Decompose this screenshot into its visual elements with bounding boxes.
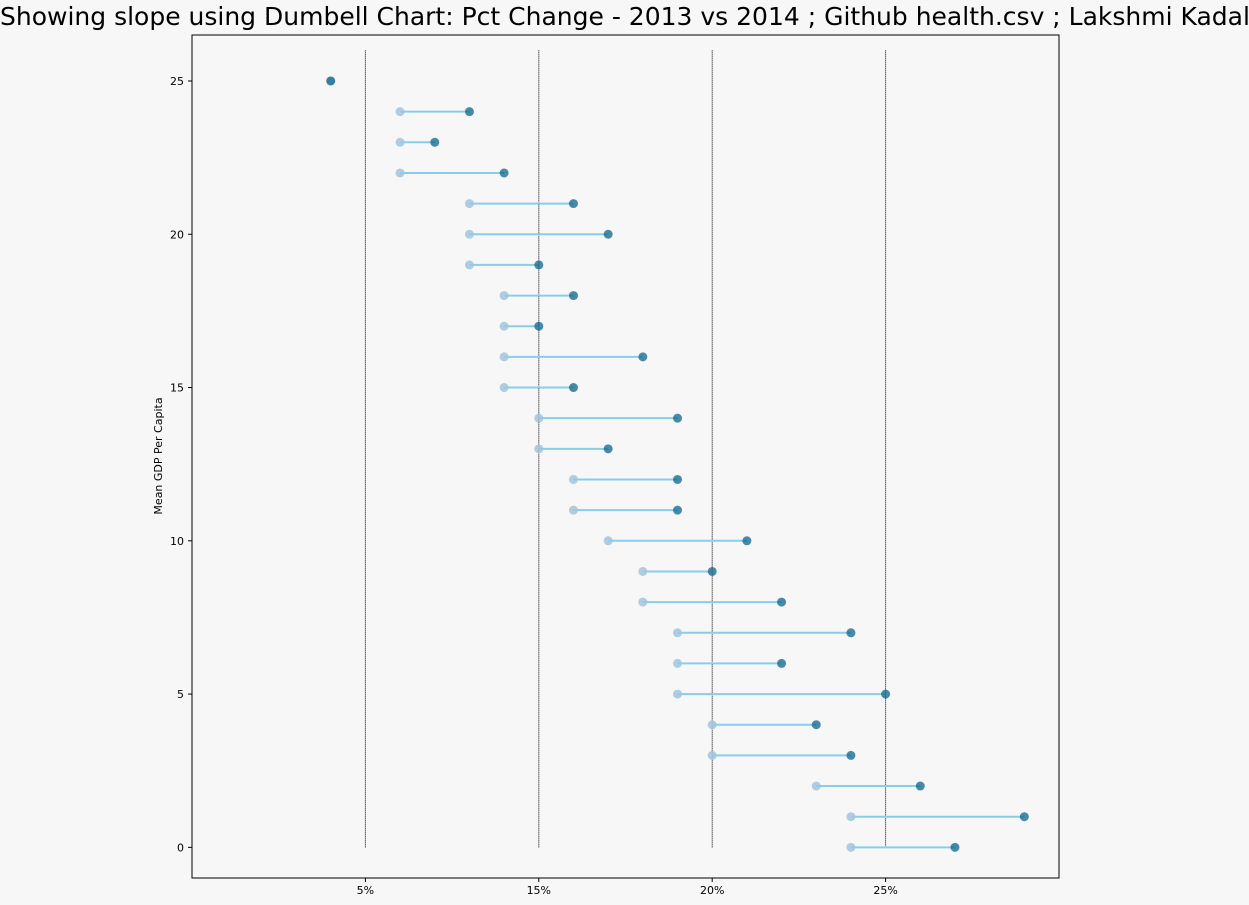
x-axis: 5% 15% 20% 25% (357, 878, 898, 897)
x-tick-label-1: 15% (527, 884, 551, 897)
point-2014-23 (430, 137, 440, 147)
point-2013-12 (568, 474, 578, 484)
point-2014-6 (777, 658, 787, 668)
point-2014-1 (1019, 812, 1029, 822)
point-2014-2 (915, 781, 925, 791)
y-tick-label-2: 10 (170, 535, 184, 548)
point-2013-22 (395, 168, 405, 178)
point-2013-19 (464, 260, 474, 270)
point-2013-16 (499, 352, 509, 362)
point-2014-10 (742, 536, 752, 546)
dumbbell-points (326, 76, 1029, 852)
point-2014-15 (568, 383, 578, 393)
point-2013-0 (846, 842, 856, 852)
point-2014-12 (673, 474, 683, 484)
point-2013-18 (499, 291, 509, 301)
point-2013-24 (395, 107, 405, 117)
point-2013-6 (673, 658, 683, 668)
point-2013-10 (603, 536, 613, 546)
plot-area (191, 34, 1060, 879)
point-2013-13 (534, 444, 544, 454)
point-2013-11 (568, 505, 578, 515)
y-tick-label-3: 15 (170, 382, 184, 395)
point-2013-14 (534, 413, 544, 423)
point-2014-4 (811, 720, 821, 730)
point-2014-11 (673, 505, 683, 515)
point-2014-14 (673, 413, 683, 423)
point-2013-23 (395, 137, 405, 147)
point-2013-9 (638, 566, 648, 576)
y-tick-label-4: 20 (170, 228, 184, 241)
y-tick-label-5: 25 (170, 75, 184, 88)
dumbbell-segments (400, 110, 1025, 849)
point-2014-16 (638, 352, 648, 362)
point-2013-1 (846, 812, 856, 822)
point-2014-9 (707, 566, 717, 576)
point-2014-7 (846, 628, 856, 638)
y-tick-label-1: 5 (177, 688, 184, 701)
point-2014-18 (568, 291, 578, 301)
point-2013-21 (464, 199, 474, 209)
point-2014-5 (881, 689, 891, 699)
point-2013-5 (673, 689, 683, 699)
chart-title: Showing slope using Dumbell Chart: Pct C… (0, 2, 1249, 31)
point-2014-13 (603, 444, 613, 454)
x-tick-label-2: 20% (700, 884, 724, 897)
point-2013-2 (811, 781, 821, 791)
point-2013-4 (707, 720, 717, 730)
y-axis-label: Mean GDP Per Capita (152, 397, 165, 514)
point-2014-17 (534, 321, 544, 331)
point-2013-7 (673, 628, 683, 638)
point-2014-3 (846, 750, 856, 760)
point-2014-0 (950, 842, 960, 852)
point-2014-8 (777, 597, 787, 607)
point-2014-22 (499, 168, 509, 178)
point-2014-25 (326, 76, 336, 86)
point-2014-24 (464, 107, 474, 117)
point-2014-21 (568, 199, 578, 209)
point-2013-17 (499, 321, 509, 331)
point-2014-19 (534, 260, 544, 270)
y-tick-label-0: 0 (177, 841, 184, 854)
point-2013-20 (464, 229, 474, 239)
x-tick-label-0: 5% (357, 884, 374, 897)
x-tick-label-3: 25% (873, 884, 897, 897)
point-2014-20 (603, 229, 613, 239)
y-axis: 0 5 10 15 20 25 (170, 75, 192, 854)
point-2013-3 (707, 750, 717, 760)
point-2013-15 (499, 383, 509, 393)
point-2013-8 (638, 597, 648, 607)
